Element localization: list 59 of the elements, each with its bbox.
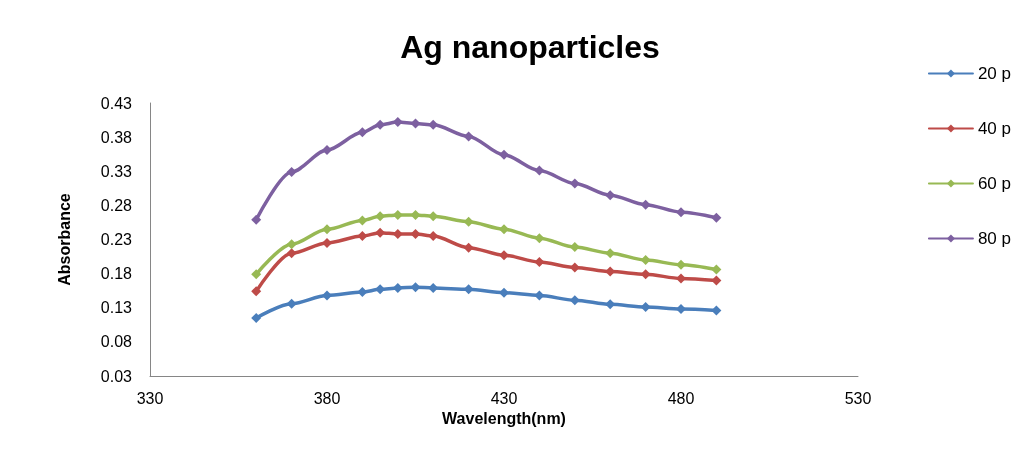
legend-label: 80 p <box>977 229 1012 248</box>
point <box>463 242 474 253</box>
point <box>357 231 368 242</box>
point <box>569 262 580 273</box>
x-tick-label: 380 <box>313 389 341 407</box>
y-tick-label: 0.03 <box>100 367 133 385</box>
point <box>286 298 297 309</box>
y-tick-label: 0.28 <box>100 196 133 214</box>
y-tick-label: 0.18 <box>100 265 133 283</box>
y-tick-label: 0.23 <box>100 231 133 248</box>
point <box>322 224 332 235</box>
point <box>286 248 297 259</box>
point <box>534 165 545 176</box>
point <box>286 166 297 177</box>
point <box>711 212 722 223</box>
point <box>357 215 368 226</box>
y-tick-label: 0.33 <box>100 162 133 180</box>
x-axis-title: Wavelength(nm) <box>442 410 566 428</box>
point <box>569 295 580 306</box>
x-tick-label: 330 <box>136 389 164 407</box>
point <box>676 304 686 315</box>
legend-label: 60 p <box>977 174 1012 193</box>
point <box>428 119 439 130</box>
point <box>676 273 686 284</box>
point <box>322 145 332 156</box>
point <box>286 239 297 250</box>
point <box>499 149 509 160</box>
point <box>640 199 651 210</box>
point <box>463 131 474 142</box>
point <box>357 127 368 138</box>
y-tick-label: 0.13 <box>100 299 133 317</box>
point <box>410 229 421 240</box>
point <box>357 287 368 298</box>
point <box>322 290 332 301</box>
point <box>499 224 509 235</box>
legend-label: 20 p <box>977 64 1012 83</box>
y-axis-title: Absorbance <box>55 193 73 286</box>
point <box>534 257 545 268</box>
x-tick-label: 530 <box>844 389 872 407</box>
point <box>640 254 651 265</box>
point <box>251 286 262 297</box>
legend-label: 40 p <box>977 119 1012 138</box>
point <box>251 214 262 225</box>
point <box>711 264 722 275</box>
y-tick-label: 0.43 <box>100 94 133 112</box>
x-tick-label: 430 <box>490 389 518 407</box>
point <box>499 250 509 261</box>
point <box>410 209 421 220</box>
point <box>322 237 332 248</box>
point <box>251 269 262 280</box>
point <box>676 259 686 270</box>
point <box>676 207 686 218</box>
point <box>251 312 262 323</box>
chart-title: Ag nanoparticles <box>400 29 660 65</box>
y-tick-label: 0.08 <box>100 333 133 351</box>
y-tick-label: 0.38 <box>100 128 133 146</box>
x-tick-label: 480 <box>667 389 695 407</box>
point <box>499 287 509 298</box>
point <box>569 178 580 189</box>
